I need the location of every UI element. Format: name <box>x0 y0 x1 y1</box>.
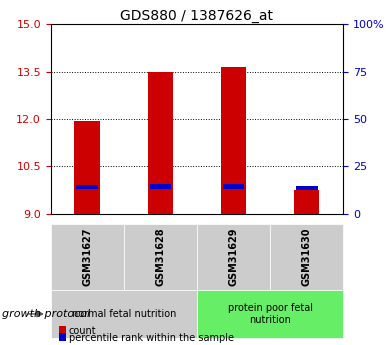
Bar <box>221 67 246 214</box>
Text: percentile rank within the sample: percentile rank within the sample <box>69 333 234 343</box>
Bar <box>149 184 171 189</box>
Text: protein poor fetal
nutrition: protein poor fetal nutrition <box>228 303 312 325</box>
Text: GSM31629: GSM31629 <box>229 228 239 286</box>
Bar <box>147 72 173 214</box>
Text: normal fetal nutrition: normal fetal nutrition <box>72 309 176 319</box>
Text: GSM31630: GSM31630 <box>301 228 312 286</box>
Text: count: count <box>69 326 96 335</box>
Text: GSM31628: GSM31628 <box>155 228 165 286</box>
Bar <box>296 186 317 190</box>
Bar <box>76 185 98 189</box>
Bar <box>74 121 100 214</box>
Bar <box>294 190 319 214</box>
Bar <box>223 184 245 189</box>
Text: GSM31627: GSM31627 <box>82 228 92 286</box>
Title: GDS880 / 1387626_at: GDS880 / 1387626_at <box>121 9 273 23</box>
Text: growth protocol: growth protocol <box>2 309 90 319</box>
